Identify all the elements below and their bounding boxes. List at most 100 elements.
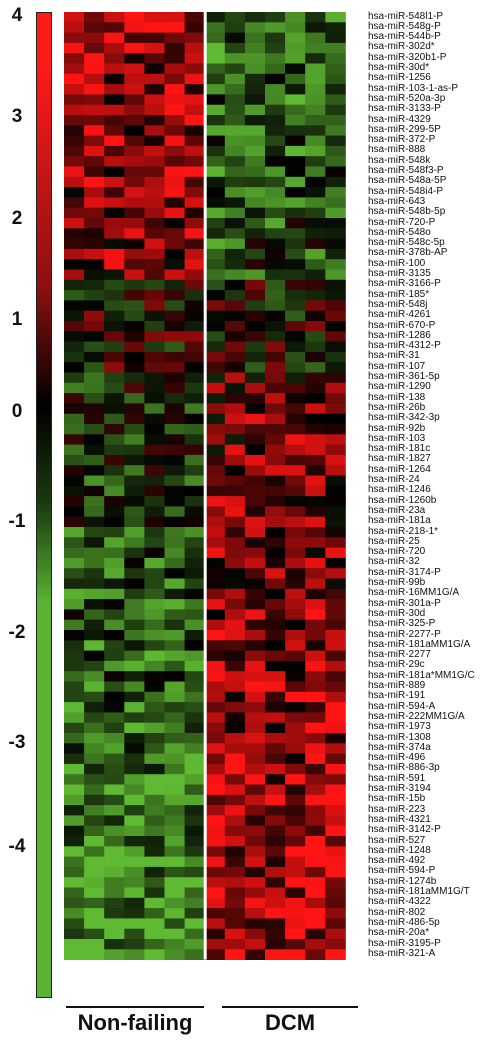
heatmap-cell xyxy=(325,527,346,538)
heatmap-cell xyxy=(305,362,326,373)
heatmap-cell xyxy=(224,145,246,157)
heatmap-cell xyxy=(164,382,185,394)
heatmap-cell xyxy=(285,84,306,95)
heatmap-cell xyxy=(285,557,306,569)
heatmap-cell xyxy=(244,949,266,960)
heatmap-cell xyxy=(204,640,226,651)
heatmap-cell xyxy=(265,681,286,693)
heatmap-cell xyxy=(84,228,105,239)
heatmap-cell xyxy=(285,527,306,538)
heatmap-cell xyxy=(285,382,306,394)
heatmap-cell xyxy=(124,897,145,909)
row-label: hsa-miR-32 xyxy=(368,556,420,568)
heatmap-cell xyxy=(144,176,165,188)
heatmap-cell xyxy=(64,815,85,827)
heatmap-cell xyxy=(84,218,105,229)
heatmap-cell xyxy=(285,63,306,75)
heatmap-cell xyxy=(305,403,326,415)
heatmap-cell xyxy=(144,506,165,518)
heatmap-cell xyxy=(285,310,306,322)
row-label: hsa-miR-3133-P xyxy=(368,103,441,115)
heatmap-cell xyxy=(124,485,145,497)
heatmap-cell xyxy=(265,619,286,631)
heatmap-cell xyxy=(84,733,105,744)
heatmap-cell xyxy=(184,115,206,126)
heatmap-cell xyxy=(204,84,226,95)
heatmap-cell xyxy=(325,537,346,548)
heatmap-cell xyxy=(104,218,125,229)
heatmap-cell xyxy=(164,949,185,960)
heatmap-cell xyxy=(285,403,306,415)
heatmap-cell xyxy=(325,928,346,940)
heatmap-cell xyxy=(244,238,266,250)
heatmap-cell xyxy=(285,506,306,518)
heatmap-cell xyxy=(224,939,246,950)
heatmap-cell xyxy=(224,949,246,960)
row-label: hsa-miR-299-5P xyxy=(368,123,441,135)
row-label: hsa-miR-374a xyxy=(368,741,431,753)
heatmap-cell xyxy=(144,125,165,136)
heatmap-cell xyxy=(164,516,185,528)
heatmap-cell xyxy=(104,331,125,342)
heatmap-cell xyxy=(164,763,185,775)
heatmap-cell xyxy=(124,125,145,136)
heatmap-cell xyxy=(184,187,206,198)
heatmap-cell xyxy=(64,537,85,548)
heatmap-cell xyxy=(84,722,105,734)
heatmap-cell xyxy=(265,125,286,136)
heatmap-cell xyxy=(84,207,105,219)
heatmap-cell xyxy=(124,619,145,631)
row-label: hsa-miR-548l1-P xyxy=(368,10,444,22)
heatmap-cell xyxy=(224,918,246,930)
heatmap-cell xyxy=(204,660,226,672)
heatmap-cell xyxy=(184,382,206,394)
heatmap-cell xyxy=(104,609,125,621)
row-label: hsa-miR-100 xyxy=(368,257,426,269)
heatmap-cell xyxy=(224,22,246,33)
row-label: hsa-miR-26b xyxy=(368,401,426,413)
heatmap-cell xyxy=(144,712,165,724)
heatmap-cell xyxy=(325,22,346,33)
row-label: hsa-miR-2277 xyxy=(368,649,431,661)
heatmap-cell xyxy=(224,444,246,456)
row-label: hsa-miR-1973 xyxy=(368,721,431,733)
scale-tick-label: -4 xyxy=(8,836,26,857)
group-label-dcm: DCM xyxy=(264,1010,316,1035)
heatmap-cell xyxy=(184,743,206,754)
heatmap-cell xyxy=(285,125,306,136)
heatmap-cell xyxy=(84,671,105,682)
heatmap-cell xyxy=(144,73,165,85)
heatmap-cell xyxy=(84,53,105,64)
heatmap-cell xyxy=(325,939,346,950)
heatmap-cell xyxy=(104,588,125,600)
heatmap-cell xyxy=(104,63,125,75)
heatmap-cell xyxy=(305,877,326,888)
heatmap-cell xyxy=(224,187,246,198)
heatmap-cell xyxy=(224,753,246,765)
heatmap-cell xyxy=(184,341,206,353)
heatmap-cell xyxy=(164,722,185,734)
heatmap-cell xyxy=(164,650,185,662)
heatmap-cell xyxy=(285,774,306,785)
heatmap-cell xyxy=(184,578,206,590)
heatmap-cell xyxy=(144,413,165,425)
heatmap-cell xyxy=(204,403,226,415)
heatmap-cell xyxy=(84,382,105,394)
heatmap-cell xyxy=(325,382,346,394)
heatmap-cell xyxy=(164,310,185,322)
heatmap-cell xyxy=(325,681,346,693)
heatmap-cell xyxy=(64,269,85,281)
heatmap-cell xyxy=(204,949,226,960)
heatmap-cell xyxy=(285,115,306,126)
heatmap-cell xyxy=(325,733,346,744)
heatmap-cell xyxy=(265,341,286,353)
heatmap-cell xyxy=(104,197,125,209)
heatmap-cell xyxy=(164,691,185,703)
heatmap-cell xyxy=(164,403,185,415)
heatmap-cell xyxy=(224,774,246,785)
heatmap-cell xyxy=(144,763,165,775)
heatmap-cell xyxy=(305,228,326,239)
heatmap-cell xyxy=(104,279,125,291)
heatmap-cell xyxy=(204,547,226,559)
heatmap-cell xyxy=(124,939,145,950)
